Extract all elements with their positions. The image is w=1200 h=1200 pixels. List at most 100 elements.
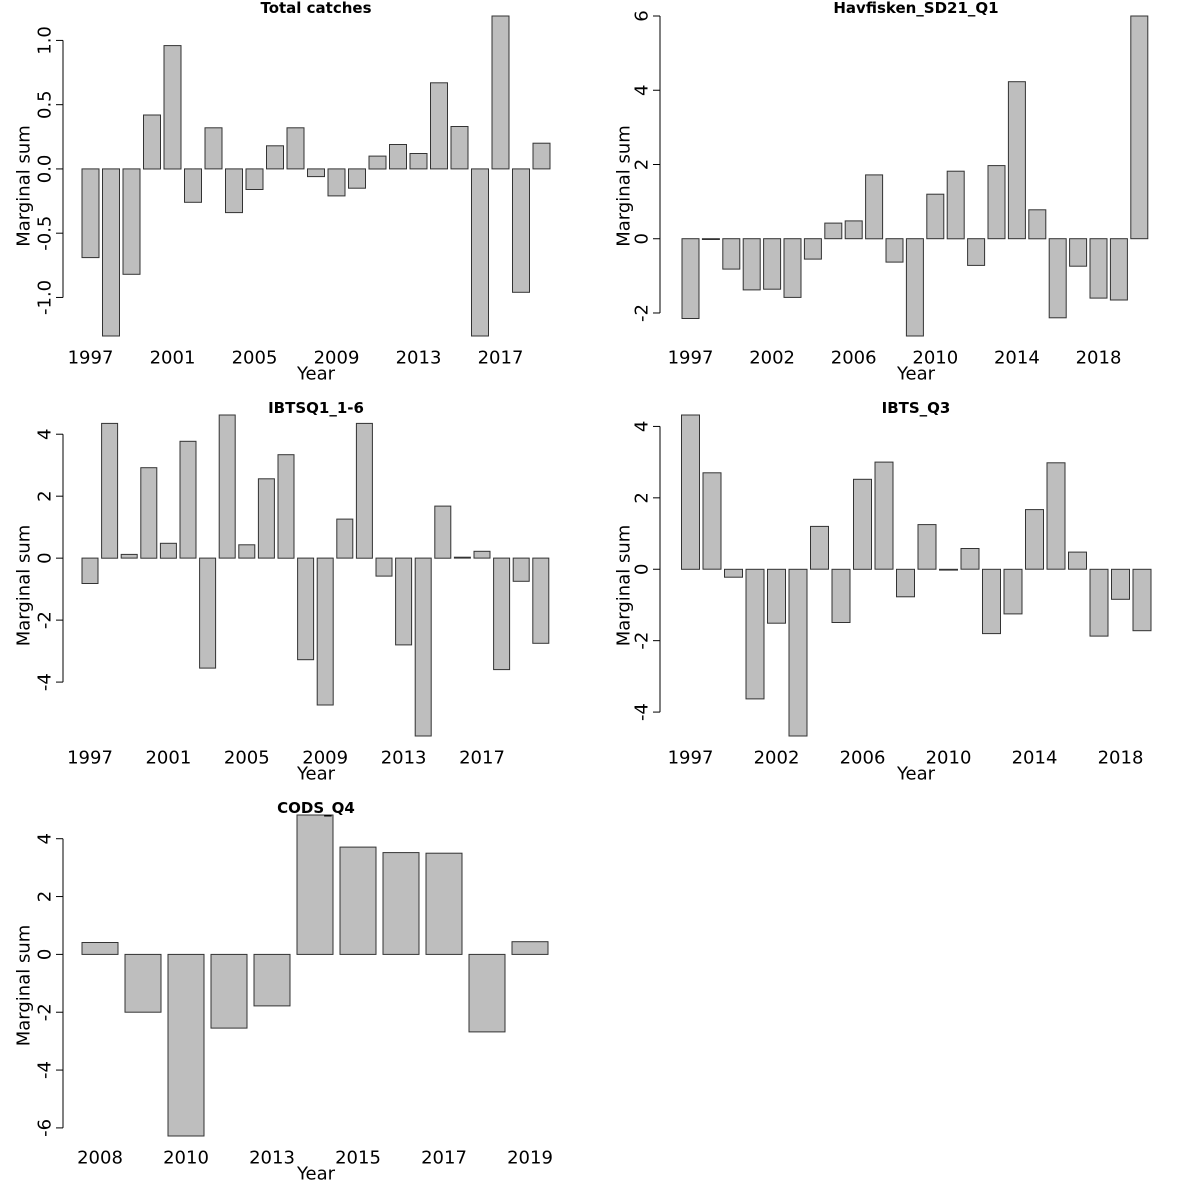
bar-2015 [434, 505, 452, 559]
bar-2007 [885, 238, 904, 263]
bar-2015 [1048, 238, 1067, 319]
x-tick-label: 2014 [1012, 748, 1058, 769]
y-tick-label: 6 [632, 10, 653, 21]
bar-2017 [1111, 568, 1130, 600]
x-tick-label: 2017 [421, 1148, 467, 1169]
bar-2012 [1003, 568, 1023, 615]
bar-2016 [471, 168, 489, 337]
x-tick-label: 2006 [840, 748, 886, 769]
bar-2014 [339, 846, 377, 955]
bar-2004 [225, 168, 243, 214]
bar-2003 [803, 238, 822, 260]
bar-2004 [218, 414, 236, 559]
x-tick-label: 2014 [994, 348, 1040, 369]
bar-2013 [1007, 81, 1026, 240]
bar-2002 [783, 238, 802, 298]
bar-2002 [184, 168, 202, 203]
bar-2012 [389, 144, 407, 170]
y-axis-label: Marginal sum [14, 525, 35, 647]
y-tick-label: 2 [35, 891, 56, 902]
bar-2002 [179, 440, 197, 559]
x-tick-label: 2010 [163, 1148, 209, 1169]
bar-1997 [681, 414, 700, 570]
bar-2018 [493, 557, 511, 671]
bar-2011 [210, 953, 248, 1029]
x-tick-label: 2009 [302, 748, 348, 769]
bar-2010 [348, 168, 366, 189]
bar-2011 [355, 422, 373, 559]
y-tick-label: -6 [35, 1119, 56, 1137]
x-tick-label: 1997 [668, 348, 714, 369]
bar-1998 [702, 472, 722, 570]
x-tick-label: 2006 [831, 348, 877, 369]
bar-2006 [865, 174, 884, 240]
bar-2000 [143, 114, 161, 170]
x-tick-label: 2009 [314, 348, 360, 369]
bar-1997 [81, 168, 100, 259]
y-tick-label: 0 [35, 552, 56, 563]
bar-2017 [1089, 238, 1108, 299]
panel-title: Havfisken_SD21_Q1 [833, 0, 998, 17]
bar-2005 [853, 478, 872, 570]
bar-2015 [1068, 551, 1087, 570]
bar-2002 [788, 568, 808, 737]
bar-2000 [140, 467, 158, 559]
x-tick-label: 2002 [754, 748, 800, 769]
panel-title: Total catches [260, 0, 371, 17]
x-axis-label: Year [296, 1164, 336, 1185]
bar-2004 [831, 568, 851, 623]
bar-2013 [409, 153, 428, 170]
bar-2001 [767, 568, 786, 624]
bar-1999 [724, 568, 743, 578]
chart-panel-1: -1.0 -0.5 0.0 0.5 1.0 1997 2001 2005 2009 2013 201… [14, 0, 551, 385]
x-tick-label: 2001 [150, 348, 196, 369]
y-tick-label: -2 [35, 611, 56, 629]
bar-2010 [336, 518, 354, 559]
bar-2009 [124, 953, 162, 1013]
bar-2019 [532, 142, 551, 170]
x-tick-label: 2010 [912, 348, 958, 369]
y-axis-label: Marginal sum [14, 925, 35, 1047]
bar-2007 [896, 568, 915, 598]
x-tick-label: 2019 [507, 1148, 553, 1169]
y-tick-label: -0.5 [35, 216, 56, 251]
bar-2008 [905, 238, 924, 337]
bar-2010 [946, 170, 965, 240]
y-tick-label: 0.0 [35, 155, 56, 184]
bar-1998 [102, 168, 120, 337]
chart-panel-3: -4 -2 0 2 4 1997 2001 2005 2009 2013 2017 Year Margi… [14, 399, 550, 785]
bar-2007 [286, 127, 305, 170]
x-tick-label: 1997 [67, 748, 113, 769]
bar-2014 [430, 82, 448, 170]
bar-2009 [939, 568, 958, 571]
bar-2000 [745, 568, 765, 700]
bar-1997 [681, 238, 700, 319]
x-tick-label: 2010 [926, 748, 972, 769]
bar-2010 [167, 953, 205, 1137]
y-tick-label: -1.0 [35, 280, 56, 315]
y-axis-label: Marginal sum [614, 125, 635, 247]
bar-2009 [926, 193, 945, 240]
bar-2011 [967, 238, 986, 266]
bar-1998 [701, 238, 720, 240]
y-tick-label: -2 [632, 304, 653, 322]
x-tick-label: 1997 [668, 748, 714, 769]
bar-2014 [1046, 462, 1066, 570]
bar-2005 [245, 168, 264, 190]
bar-2008 [81, 942, 119, 955]
bar-1998 [101, 422, 119, 559]
y-tick-label: 0 [632, 564, 653, 575]
y-tick-label: 0 [632, 233, 653, 244]
y-axis-label: Marginal sum [14, 125, 35, 247]
y-tick-label: -4 [632, 703, 653, 721]
panel-title: CODS_Q4 [277, 799, 355, 817]
bar-2007 [277, 454, 295, 559]
bar-2020 [532, 557, 550, 644]
y-tick-label: -4 [35, 1061, 56, 1079]
bar-2006 [266, 145, 284, 170]
bar-2011 [368, 155, 387, 170]
bar-2008 [917, 524, 937, 570]
x-tick-label: 2002 [749, 348, 795, 369]
bar-2016 [425, 852, 463, 955]
